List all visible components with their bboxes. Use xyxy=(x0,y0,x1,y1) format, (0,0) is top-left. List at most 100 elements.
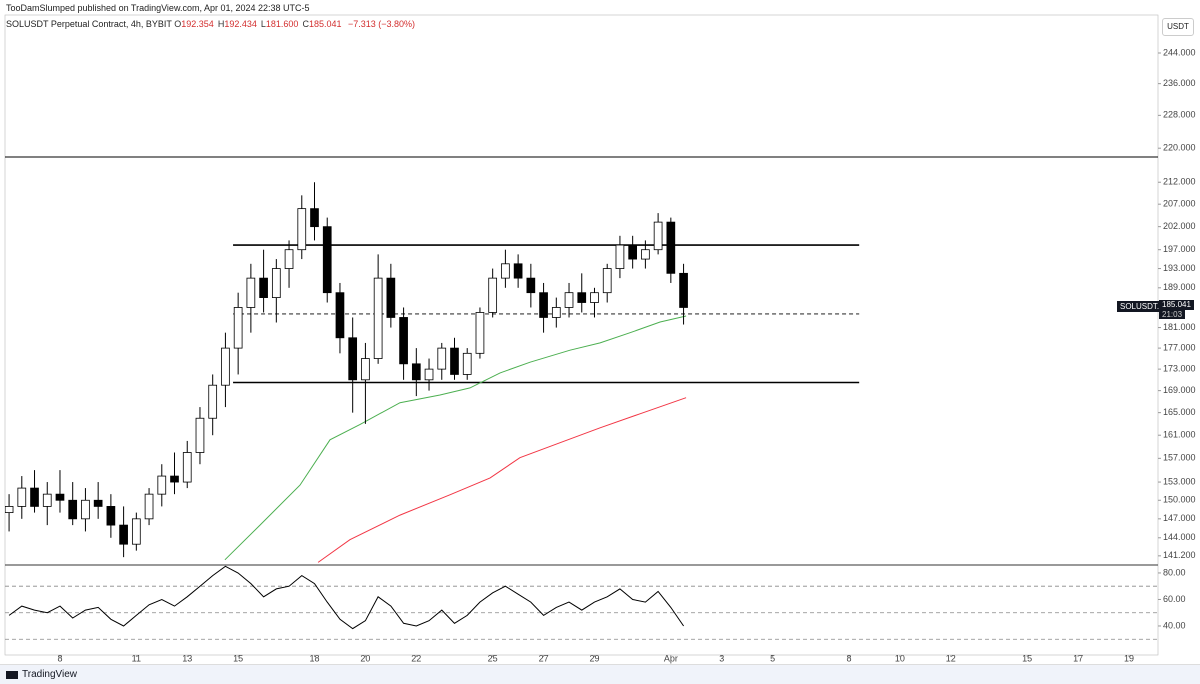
x-tick-label: 5 xyxy=(770,653,775,663)
rsi-pane xyxy=(5,565,1158,640)
candle-body xyxy=(386,277,396,318)
footer: TradingView xyxy=(0,664,1200,684)
candle-body xyxy=(182,452,192,483)
y-tick-label: 244.000 xyxy=(1163,47,1196,57)
candle-body xyxy=(615,244,625,269)
quote-label: L xyxy=(260,19,266,29)
candle-body xyxy=(5,506,14,514)
candle-body xyxy=(93,499,103,507)
candle-body xyxy=(551,307,561,318)
candle-body xyxy=(424,368,434,381)
candle-body xyxy=(170,475,179,483)
candle-body xyxy=(475,312,485,354)
candle-body xyxy=(361,358,370,381)
x-tick-label: 13 xyxy=(182,653,192,663)
candle-body xyxy=(106,506,116,526)
logo xyxy=(6,671,18,679)
quote-value: 192.434 xyxy=(224,19,257,29)
candle-body xyxy=(271,268,281,298)
quote: O192.354 H192.434 L181.600 C185.041 xyxy=(174,19,345,29)
quote-label: O xyxy=(174,19,182,29)
candle-body xyxy=(462,352,472,375)
y-tick-label: 197.000 xyxy=(1163,244,1196,254)
x-tick-label: 29 xyxy=(589,653,599,663)
symbol: SOLUSDT Perpetual Contract, 4h, BYBIT xyxy=(6,19,172,29)
x-tick-label: Apr xyxy=(664,653,678,663)
quote-value: 192.354 xyxy=(181,19,214,29)
x-tick-label: 12 xyxy=(946,653,956,663)
candle-body xyxy=(157,475,167,495)
candle-body xyxy=(564,292,574,308)
x-tick-label: 22 xyxy=(411,653,421,663)
x-tick-label: 17 xyxy=(1073,653,1083,663)
x-tick-label: 3 xyxy=(719,653,724,663)
y-tick-label: 144.000 xyxy=(1163,532,1196,542)
tag-price: 185.041 xyxy=(1159,300,1194,311)
change: −7.313 (−3.80%) xyxy=(348,19,416,29)
symbol-line: SOLUSDT Perpetual Contract, 4h, BYBIT O1… xyxy=(6,19,415,29)
candle-body xyxy=(539,292,548,318)
candle-body xyxy=(233,307,243,349)
y-tick-label: 181.000 xyxy=(1163,322,1196,332)
candle-body xyxy=(119,524,128,545)
x-tick-label: 18 xyxy=(309,653,319,663)
candle-body xyxy=(42,493,52,507)
x-tick-label: 20 xyxy=(360,653,370,663)
plot-frame xyxy=(4,14,1159,656)
y-tick-label: 228.000 xyxy=(1163,110,1196,120)
candle-body xyxy=(68,499,78,520)
y-tick-label: 141.200 xyxy=(1163,550,1196,560)
candle-body xyxy=(450,347,459,375)
candle-body xyxy=(641,249,650,260)
x-tick-label: 8 xyxy=(846,653,851,663)
y-tick-label: 189.000 xyxy=(1163,282,1196,292)
candle-body xyxy=(17,487,27,507)
x-tick-label: 27 xyxy=(539,653,549,663)
candle-body xyxy=(653,221,663,251)
candle-body xyxy=(348,337,358,381)
x-tick-label: 15 xyxy=(1022,653,1032,663)
y-tick-label: 150.000 xyxy=(1163,495,1196,505)
x-tick-label: 11 xyxy=(132,653,141,663)
y-tick-label: 193.000 xyxy=(1163,263,1196,273)
candle-body xyxy=(679,272,688,308)
candle-body xyxy=(195,417,205,453)
rsi-line xyxy=(8,565,685,630)
candle-body xyxy=(144,493,154,520)
candle-body xyxy=(30,487,39,507)
y-tick-label: 157.000 xyxy=(1163,453,1196,463)
candle-body xyxy=(501,263,510,279)
candle-body xyxy=(284,249,294,269)
x-tick-label: 8 xyxy=(57,653,62,663)
y-tick-label: 153.000 xyxy=(1163,476,1196,486)
rsi-tick-label: 80.00 xyxy=(1163,567,1186,577)
candle-body xyxy=(602,268,612,294)
candle-body xyxy=(526,277,536,294)
y-tick-label: 169.000 xyxy=(1163,385,1196,395)
candle-body xyxy=(513,263,523,279)
candle-body xyxy=(399,317,408,365)
tag-symbol: SOLUSDT.P xyxy=(1117,301,1168,313)
footer-brand: TradingView xyxy=(22,669,78,680)
y-tick-label: 207.000 xyxy=(1163,199,1196,209)
candle-body xyxy=(373,277,383,359)
candle-body xyxy=(628,244,638,260)
quote-label: H xyxy=(217,19,225,29)
tag-countdown: 21:03 xyxy=(1159,310,1186,320)
x-tick-label: 10 xyxy=(895,653,905,663)
y-tick-label: 202.000 xyxy=(1163,221,1196,231)
candle-body xyxy=(310,208,319,228)
quote-label: C xyxy=(302,19,309,29)
candle-body xyxy=(577,292,587,303)
candle-body xyxy=(411,363,421,381)
candle-body xyxy=(322,226,332,294)
currency-button[interactable]: USDT xyxy=(1162,18,1194,36)
moving-average xyxy=(224,315,687,561)
quote-value: 181.600 xyxy=(265,19,299,29)
quote-value: 185.041 xyxy=(308,19,342,29)
y-tick-label: 165.000 xyxy=(1163,407,1196,417)
candle-body xyxy=(666,221,676,274)
y-tick-label: 236.000 xyxy=(1163,78,1196,88)
x-tick-label: 15 xyxy=(233,653,243,663)
candle-body xyxy=(131,518,141,545)
